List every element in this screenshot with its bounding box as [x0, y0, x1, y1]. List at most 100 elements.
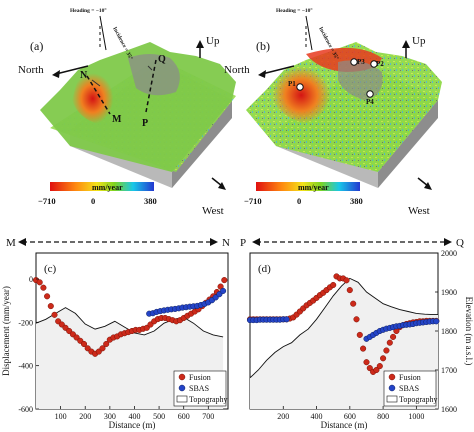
- fusion-point: [80, 340, 88, 348]
- profile-line-pq: [145, 59, 157, 113]
- fusion-point: [366, 365, 373, 372]
- chart-c-legend: Fusion SBAS Topography: [173, 370, 228, 407]
- colorbar-unit: mm/year: [298, 183, 329, 192]
- x-tick-label: 500: [153, 412, 165, 421]
- sbas-point: [283, 316, 290, 323]
- chart-d-axes: 200 400 600 800 1000 1600 1700 1800 1900 2000: [277, 249, 457, 421]
- fusion-point: [103, 340, 110, 348]
- fusion-point: [221, 277, 228, 284]
- terrain-side-right: [172, 100, 232, 188]
- chart-c-xlabel: Distance (m): [109, 420, 156, 430]
- x-tick-label: 400: [311, 412, 323, 421]
- fusion-point: [390, 333, 397, 340]
- point-marker-p1: [296, 83, 304, 91]
- chart-d-marks: [246, 273, 440, 375]
- colorbar-tick-max: 380: [350, 196, 363, 206]
- north-arrow-shaft: [55, 65, 89, 75]
- legend-marker-fusion: [178, 373, 186, 381]
- fusion-point: [36, 279, 43, 286]
- west-label: West: [202, 205, 224, 217]
- x-tick-label: 600: [344, 412, 356, 421]
- up-arrow-head: [196, 40, 204, 48]
- deformation-hotspot: [272, 66, 331, 124]
- fusion-point: [363, 359, 370, 366]
- west-arrow-head: [218, 182, 226, 190]
- incidence-line: [305, 15, 313, 51]
- colorbar-unit: mm/year: [92, 183, 123, 192]
- x-tick-label: 800: [377, 412, 389, 421]
- rock-outcrop: [338, 60, 383, 100]
- fusion-point: [346, 287, 353, 294]
- y-tick-label: 1800: [441, 327, 457, 336]
- colorbar-tick-zero: 0: [91, 196, 95, 206]
- up-label: Up: [412, 35, 426, 47]
- point-label-q: Q: [158, 54, 166, 65]
- chart-d-xlabel: Distance (m): [321, 420, 368, 430]
- chart-c-axes: 100 200 300 400 500 600 700 0 -200 -400 -600: [18, 275, 214, 421]
- map-panel-a: [40, 15, 236, 191]
- legend-marker-topography: [176, 395, 188, 403]
- point-label-m: M: [112, 114, 122, 125]
- y-tick-label: -600: [18, 405, 33, 414]
- fusion-point: [353, 316, 360, 323]
- legend-marker-topography: [386, 395, 398, 403]
- point-label-p: P: [142, 118, 148, 129]
- incidence-line: [99, 15, 107, 51]
- sbas-point: [433, 318, 440, 325]
- y-tick-label: 2000: [441, 249, 457, 258]
- chart-c-ylabel: Displacement (mm/year): [1, 286, 11, 376]
- up-label: Up: [206, 35, 220, 47]
- profile-end-label: Q: [456, 237, 464, 249]
- fusion-point: [383, 347, 390, 354]
- panel-label: (a): [30, 39, 43, 53]
- sbas-point: [220, 287, 227, 294]
- chart-d-legend: Fusion SBAS Topography: [383, 370, 438, 407]
- fusion-point: [386, 339, 393, 346]
- fusion-point: [343, 277, 350, 284]
- colorbar-tick-min: −710: [244, 196, 262, 206]
- legend-label-sbas: SBAS: [189, 384, 209, 393]
- point-marker-p3: [350, 58, 358, 66]
- fusion-point: [376, 363, 383, 370]
- colorbar: [50, 182, 154, 191]
- fusion-point: [380, 355, 387, 362]
- chart-c-panel-label: (c): [44, 263, 57, 275]
- north-arrow-head: [52, 70, 60, 78]
- point-label-p3: P3: [357, 58, 365, 66]
- legend-label-fusion: Fusion: [399, 373, 421, 382]
- west-label: West: [408, 205, 430, 217]
- point-label-p2: P2: [376, 60, 384, 68]
- y-tick-label: 1700: [441, 366, 457, 375]
- terrain-marks: [91, 65, 153, 87]
- legend-marker-sbas: [388, 384, 396, 392]
- north-label: North: [224, 64, 250, 76]
- x-tick-label: 600: [178, 412, 190, 421]
- y-tick-label: -200: [18, 318, 33, 327]
- x-tick-label: 1000: [408, 412, 424, 421]
- point-label-p4: P4: [366, 98, 374, 106]
- profile-end-label: N: [222, 237, 230, 249]
- y-tick-label: 1600: [441, 405, 457, 414]
- point-label-p1: P1: [288, 80, 296, 88]
- chart-d: 200 400 600 800 1000 1600 1700 1800 1900 2000 (d)…: [246, 249, 474, 430]
- colorbar-tick-min: −710: [38, 196, 56, 206]
- fusion-point: [373, 366, 380, 374]
- x-tick-label: 300: [104, 412, 116, 421]
- fusion-point: [44, 293, 51, 300]
- legend-label-topography: Topography: [189, 395, 228, 404]
- x-tick-label: 200: [277, 412, 289, 421]
- point-label-n: N: [80, 70, 88, 81]
- legend-marker-fusion: [388, 373, 396, 381]
- heading-label: Heading = −10°: [70, 7, 107, 14]
- point-marker-p4: [366, 90, 374, 98]
- north-label: North: [18, 64, 44, 76]
- legend-label-fusion: Fusion: [189, 373, 211, 382]
- profile-arrow-mn: M N: [6, 237, 230, 249]
- panel-label: (b): [256, 39, 270, 53]
- deformation-hotspot: [72, 73, 114, 124]
- colorbar-tick-max: 380: [144, 196, 157, 206]
- north-arrow-head: [258, 70, 266, 78]
- fusion-point: [40, 284, 47, 291]
- y-tick-label: 1900: [441, 288, 457, 297]
